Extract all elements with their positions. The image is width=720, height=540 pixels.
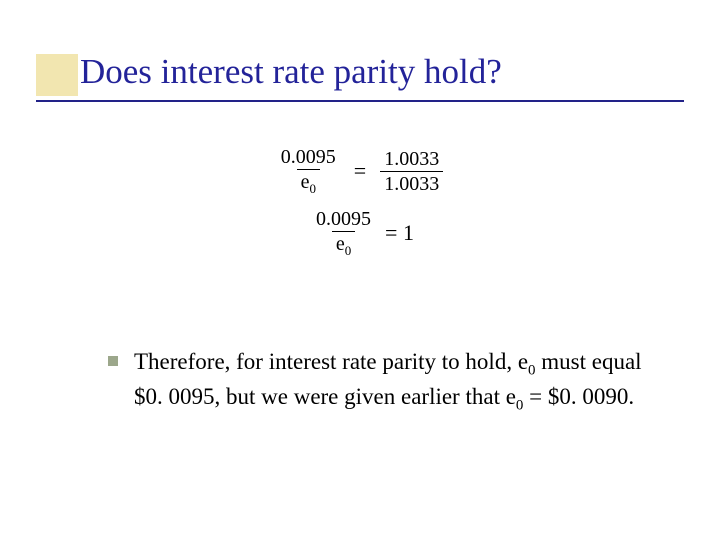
equation-1: 0.0095 e0 = 1.0033 1.0033	[271, 146, 449, 196]
body-text: Therefore, for interest rate parity to h…	[134, 346, 653, 416]
accent-box	[36, 54, 78, 96]
equations-area: 0.0095 e0 = 1.0033 1.0033 0.0095 e0 = 1	[0, 140, 720, 265]
title-area: Does interest rate parity hold?	[80, 52, 680, 92]
eq1-rhs-num: 1.0033	[380, 148, 443, 171]
eq1-rhs-den: 1.0033	[380, 171, 443, 195]
bullet-item: Therefore, for interest rate parity to h…	[108, 346, 653, 416]
eq2-lhs-fraction: 0.0095 e0	[306, 208, 381, 258]
body-area: Therefore, for interest rate parity to h…	[108, 346, 653, 416]
eq1-equals: =	[346, 158, 374, 184]
eq2-lhs-den: e0	[332, 231, 355, 258]
equation-2: 0.0095 e0 = 1	[306, 208, 414, 258]
eq1-rhs-fraction: 1.0033 1.0033	[374, 148, 449, 195]
eq1-lhs-num: 0.0095	[277, 146, 340, 169]
bullet-square-icon	[108, 356, 118, 366]
title-underline	[36, 100, 684, 102]
eq2-lhs-num: 0.0095	[312, 208, 375, 231]
eq2-rhs: = 1	[381, 220, 414, 246]
slide-title: Does interest rate parity hold?	[80, 52, 680, 92]
eq1-lhs-fraction: 0.0095 e0	[271, 146, 346, 196]
eq1-lhs-den: e0	[297, 169, 320, 196]
